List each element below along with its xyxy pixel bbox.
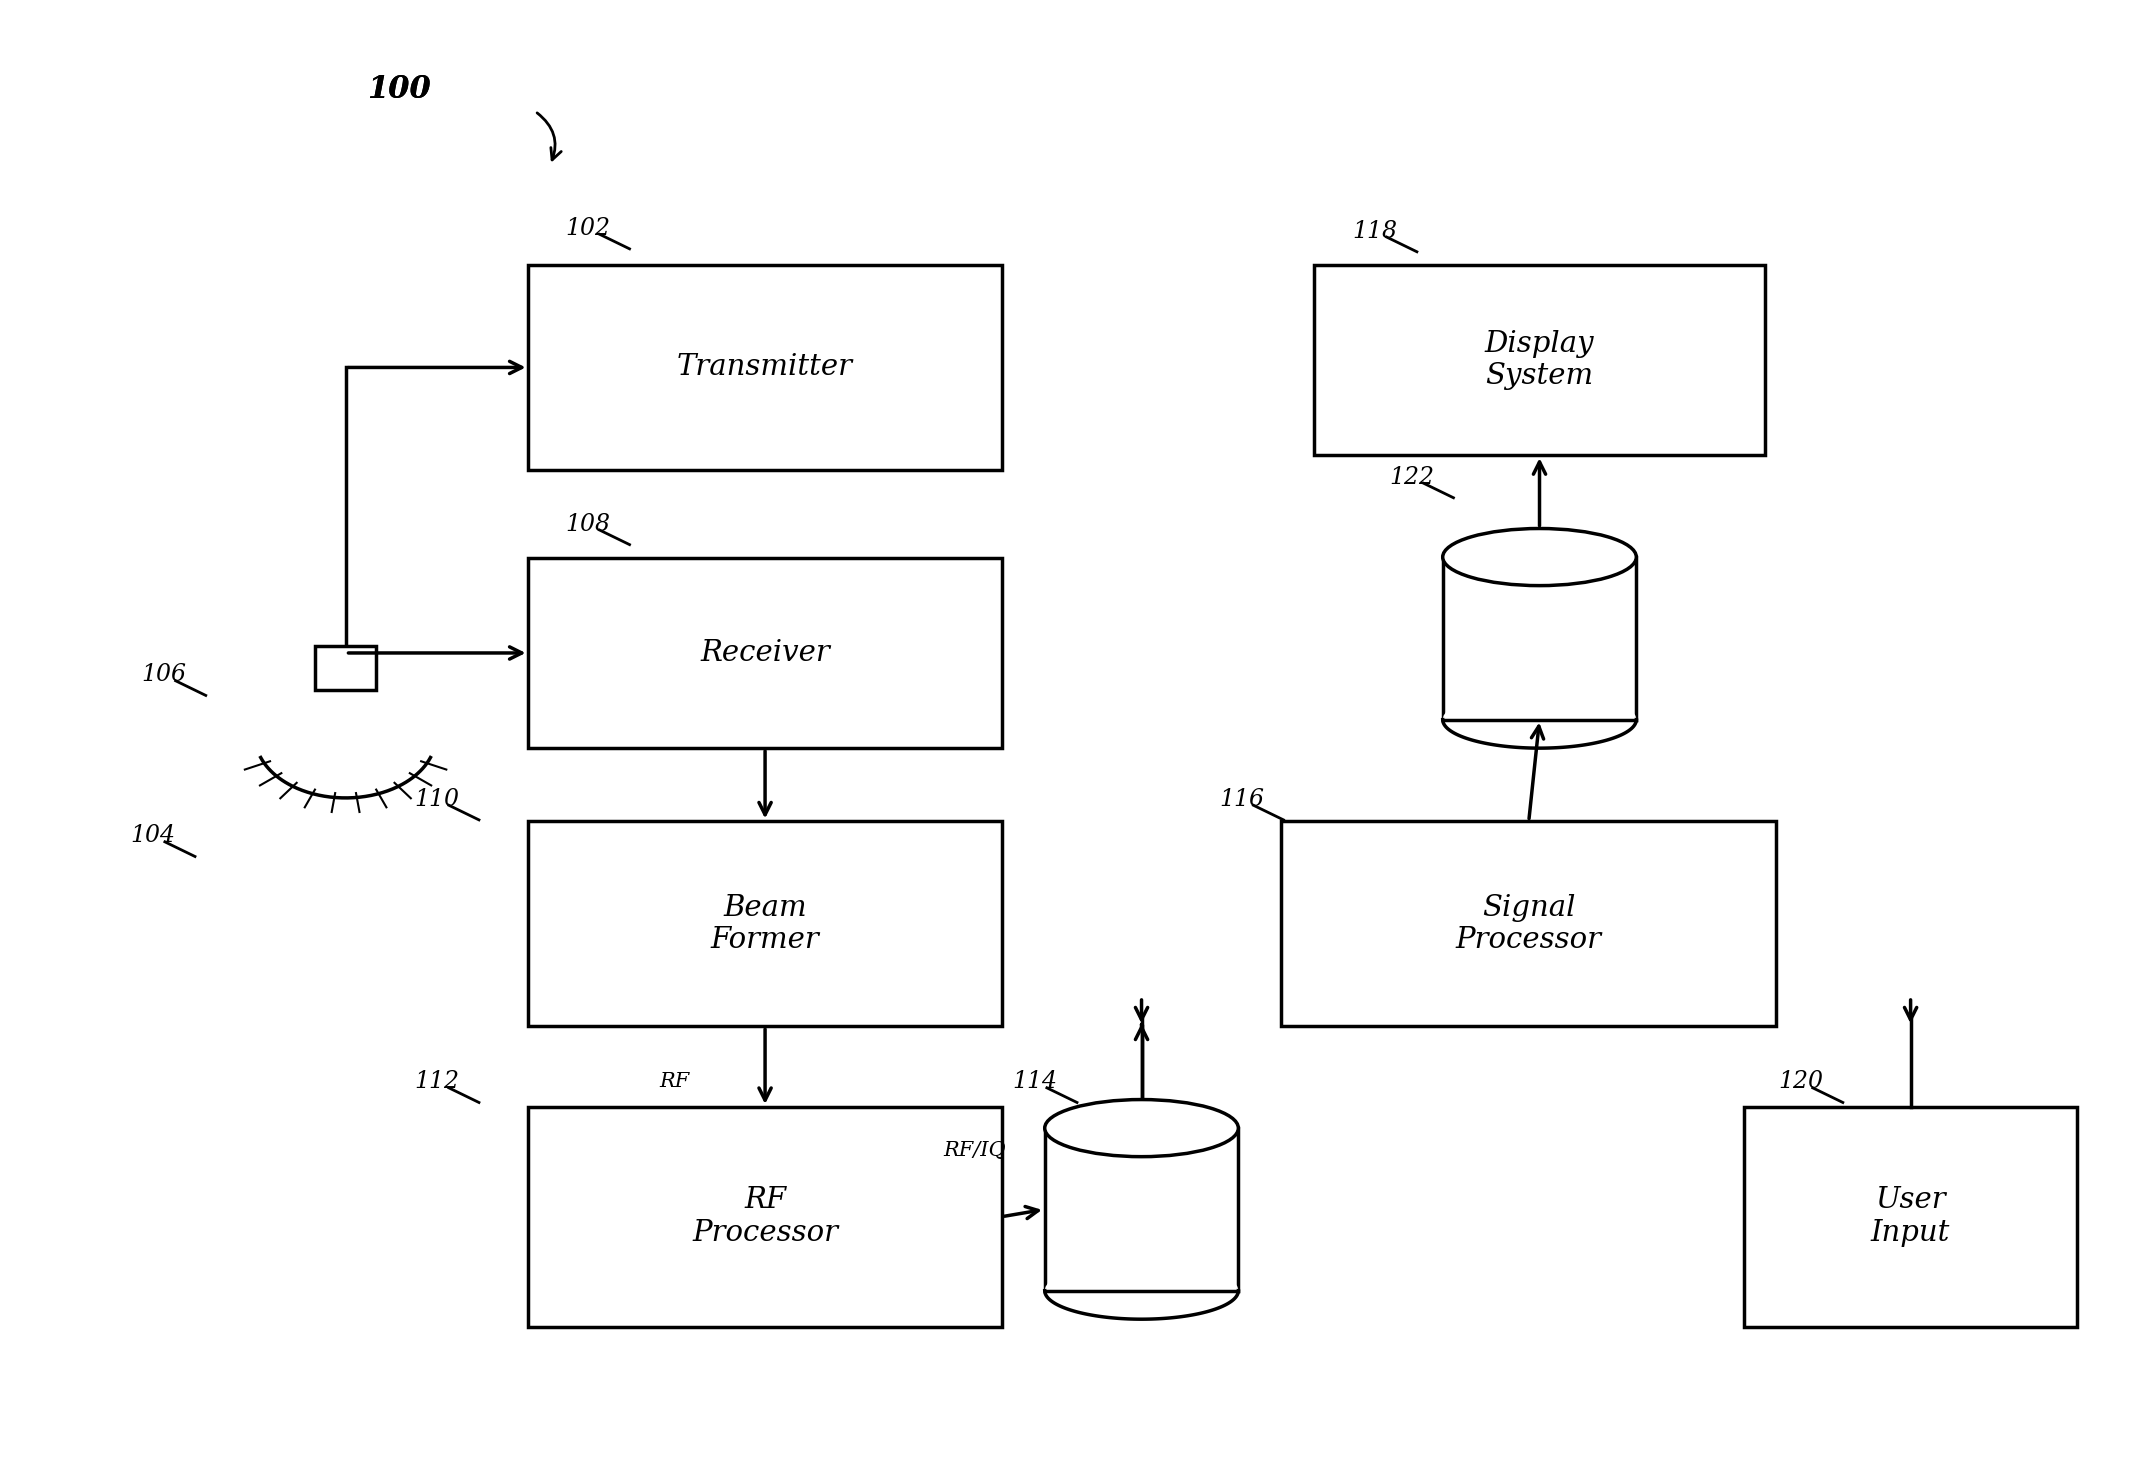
Ellipse shape (1045, 1100, 1239, 1156)
Text: RF: RF (659, 1072, 689, 1091)
Text: RF
Processor: RF Processor (691, 1187, 838, 1247)
Text: 116: 116 (1219, 788, 1264, 811)
Bar (1282, 822, 1777, 1027)
Bar (1045, 1128, 1239, 1291)
Bar (528, 266, 1002, 469)
Text: 118: 118 (1353, 220, 1398, 242)
Ellipse shape (1443, 528, 1637, 585)
Bar (1443, 557, 1637, 720)
Ellipse shape (1045, 1262, 1239, 1319)
Text: 106: 106 (142, 663, 185, 687)
Text: 114: 114 (1012, 1071, 1058, 1093)
Text: User
Input: User Input (1872, 1187, 1949, 1247)
Text: Beam
Former: Beam Former (711, 893, 819, 954)
Text: 108: 108 (564, 512, 610, 535)
Text: 102: 102 (564, 217, 610, 239)
Bar (528, 822, 1002, 1027)
Text: Display
System: Display System (1484, 330, 1594, 390)
Text: 110: 110 (414, 788, 459, 811)
Text: RF/IQ: RF/IQ (943, 1141, 1006, 1160)
Text: 112: 112 (414, 1071, 459, 1093)
Ellipse shape (1443, 691, 1637, 748)
Text: 100: 100 (366, 73, 431, 104)
Bar (528, 557, 1002, 748)
Bar (1745, 1108, 2076, 1326)
Bar (1314, 266, 1766, 455)
Text: Signal
Processor: Signal Processor (1456, 893, 1603, 954)
Text: 120: 120 (1779, 1071, 1822, 1093)
Text: Receiver: Receiver (700, 640, 829, 667)
Text: 104: 104 (131, 824, 174, 848)
Text: 100: 100 (366, 73, 431, 104)
Bar (314, 645, 375, 689)
Text: Transmitter: Transmitter (676, 354, 853, 381)
Bar (528, 1108, 1002, 1326)
Text: 122: 122 (1389, 465, 1435, 489)
